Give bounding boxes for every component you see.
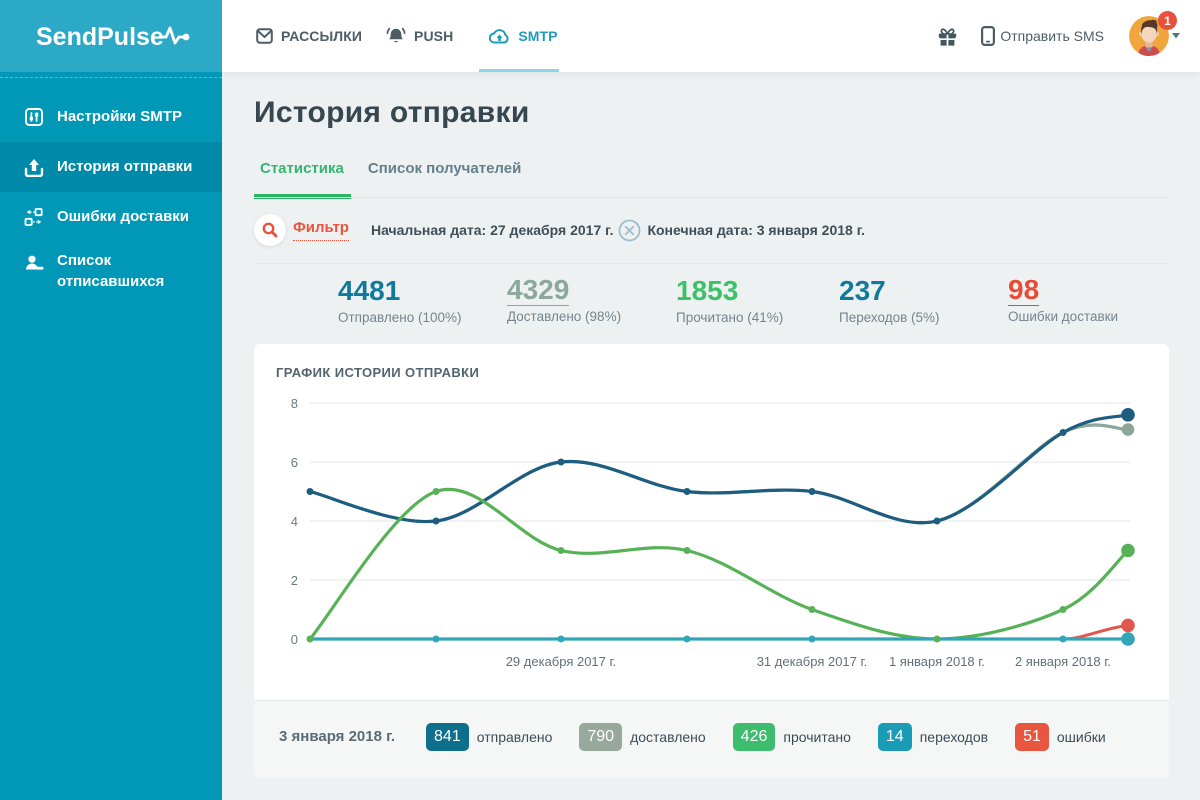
svg-text:29 декабря 2017 г.: 29 декабря 2017 г. [506,654,617,669]
svg-text:2: 2 [291,573,298,588]
svg-text:0: 0 [291,632,298,647]
svg-text:2 января 2018 г.: 2 января 2018 г. [1015,654,1111,669]
svg-text:6: 6 [291,455,298,470]
svg-text:8: 8 [291,396,298,411]
svg-text:SendPulse: SendPulse [36,23,164,51]
svg-text:4: 4 [291,514,298,529]
svg-text:1 января 2018 г.: 1 января 2018 г. [889,654,985,669]
svg-text:31 декабря 2017 г.: 31 декабря 2017 г. [757,654,868,669]
